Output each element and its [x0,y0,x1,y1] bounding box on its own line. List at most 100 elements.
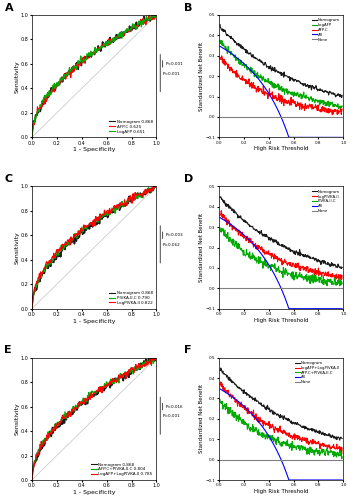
AFP.C 0.625 [63,72,67,78]
Text: P=0.003: P=0.003 [165,234,183,237]
Text: D: D [184,174,193,184]
Legend: Nomogram 0.868, PIVKA-II.C 0.790, LogPIVKA-II 0.822: Nomogram 0.868, PIVKA-II.C 0.790, LogPIV… [107,290,154,306]
Line: LogPIVKA-II: LogPIVKA-II [220,210,342,281]
Legend: Nomogram, LogPIVKA-II, PIVKA-II.C, All, None: Nomogram, LogPIVKA-II, PIVKA-II.C, All, … [311,188,342,214]
All [218,44,222,50]
PIVKA-II.C [218,225,222,231]
AFP.C+PIVKA-II.C 0.804 [153,354,157,360]
LogAFP [340,103,344,109]
AFP.C+PIVKA-II.C 0.804 [35,453,39,459]
Line: PIVKA-II.C: PIVKA-II.C [220,228,342,286]
Line: LogAFP: LogAFP [220,40,342,108]
Nomogram 0.868 [35,457,39,463]
LogPIVKA-II [218,212,222,218]
LogAFP 0.651 [154,12,159,18]
Line: Nomogram 0.868: Nomogram 0.868 [32,186,156,308]
Nomogram [219,194,223,200]
Line: AFP.C: AFP.C [220,56,342,114]
X-axis label: High Risk Threshold: High Risk Threshold [254,489,308,494]
Nomogram 0.868 [37,450,41,456]
Nomogram [291,248,295,254]
AFP.C+PIVKA-II.C 0.804 [63,409,67,415]
LogAFP+LogPIVKA-II [340,445,344,451]
PIVKA-II.C [293,272,297,278]
LogPIVKA-II [337,278,341,284]
AFP.C 0.625 [53,84,57,90]
All [329,306,333,312]
All [218,386,222,392]
AFP.C+PIVKA-II.C 0.804 [53,421,57,427]
AFP.C [218,56,222,62]
LogAFP+LogPIVKA-II 0.785 [144,363,148,369]
AFP.C 0.625 [154,12,159,18]
All [287,134,291,140]
Nomogram 0.868 [63,72,67,78]
AFP.C+PIVKA-II.C [290,438,295,444]
LogAFP+LogPIVKA-II [291,434,295,440]
All [291,134,295,140]
Nomogram [218,24,223,30]
All [291,477,295,483]
LogPIVKA-II [321,269,325,275]
Nomogram 0.868 [53,88,57,94]
Nomogram [293,252,297,258]
Nomogram [339,266,343,272]
All [340,306,344,312]
Text: P<0.001: P<0.001 [165,62,183,66]
LogAFP 0.651 [151,12,155,18]
AFP.C+PIVKA-II.C [293,443,297,449]
All [218,214,222,220]
AFP.C 0.625 [150,12,155,18]
Nomogram 0.868 [144,20,148,26]
AFP.C [218,54,223,60]
Legend: Nomogram 0.868, AFP.C+PIVKA-II.C 0.804, LogAFP+LogPIVKA-II 0.785: Nomogram 0.868, AFP.C+PIVKA-II.C 0.804, … [89,461,154,478]
Line: LogPIVKA-II 0.822: LogPIVKA-II 0.822 [32,186,156,308]
AFP.C+PIVKA-II.C 0.804 [148,358,152,364]
PIVKA-II.C 0.790 [37,274,41,280]
Text: A: A [5,2,13,12]
All [293,477,297,483]
LogAFP [218,38,222,44]
Nomogram 0.868 [148,190,152,196]
Y-axis label: Standardized Net Benefit: Standardized Net Benefit [199,384,204,454]
LogAFP+LogPIVKA-II [219,379,223,385]
Nomogram [291,77,295,83]
Nomogram [219,365,223,371]
Nomogram 0.868 [63,415,67,421]
AFP.C+PIVKA-II.C [329,448,333,454]
Line: LogAFP+LogPIVKA-II 0.785: LogAFP+LogPIVKA-II 0.785 [32,358,156,480]
LogAFP [290,92,295,98]
Line: Nomogram: Nomogram [220,368,342,440]
Text: B: B [184,2,192,12]
LogAFP 0.651 [37,108,41,114]
LogPIVKA-II 0.822 [144,187,148,193]
LogAFP [293,92,297,98]
PIVKA-II.C 0.790 [30,306,34,312]
AFP.C [219,53,224,59]
Nomogram 0.868 [152,184,156,190]
X-axis label: 1 - Specificity: 1 - Specificity [73,490,115,495]
All [218,386,223,392]
Y-axis label: Standardized Net Benefit: Standardized Net Benefit [199,213,204,282]
Nomogram [338,437,342,443]
LogPIVKA-II 0.822 [30,306,34,312]
LogPIVKA-II [329,271,333,277]
Nomogram [329,263,333,269]
Line: All: All [220,389,342,480]
Nomogram [329,434,333,440]
Nomogram [340,264,344,270]
Nomogram [218,367,222,373]
LogAFP+LogPIVKA-II 0.785 [30,477,34,483]
AFP.C+PIVKA-II.C [340,454,344,460]
All [291,306,295,312]
Nomogram 0.868 [154,354,159,360]
All [287,306,291,312]
LogAFP [329,102,333,108]
LogAFP+LogPIVKA-II 0.785 [37,446,41,452]
LogAFP 0.651 [144,16,148,22]
Nomogram 0.868 [35,112,39,118]
Nomogram 0.868 [144,188,148,194]
LogAFP+LogPIVKA-II [339,450,344,456]
All [291,134,295,140]
All [329,477,333,483]
